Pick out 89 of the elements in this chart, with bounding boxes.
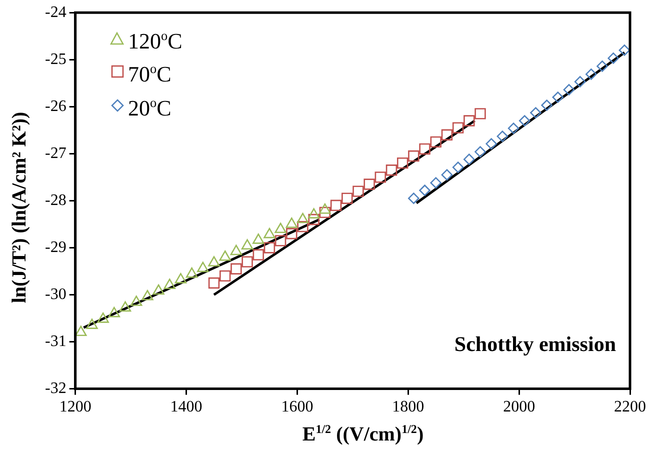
point <box>252 249 264 260</box>
point <box>164 278 176 289</box>
point <box>230 263 242 274</box>
legend-label: 70$^{o}$C <box>128 60 172 89</box>
point <box>242 256 253 268</box>
point <box>486 138 497 150</box>
legend-label: 20$^{o}$C <box>128 94 172 122</box>
point <box>152 284 164 295</box>
point <box>518 115 530 126</box>
point <box>219 270 231 282</box>
x-axis-title: E$^{1/2}$ ((V/cm)$^{1/2}$) <box>301 422 425 447</box>
point <box>563 84 575 96</box>
point <box>586 68 597 80</box>
point <box>419 143 430 155</box>
point <box>186 267 198 278</box>
point <box>130 296 142 306</box>
x-tick-label: 1600 <box>281 398 314 416</box>
point <box>464 115 475 126</box>
point <box>530 107 542 118</box>
point <box>508 122 520 134</box>
point <box>452 122 464 134</box>
x-tick-label: 1200 <box>59 398 92 416</box>
point <box>419 184 430 196</box>
point <box>308 208 320 218</box>
point <box>252 234 264 244</box>
point <box>108 306 120 318</box>
point <box>319 206 331 218</box>
y-axis-title: ln(J/T²) (ln(A/cm² K²)) <box>8 110 32 306</box>
point <box>552 92 564 103</box>
point <box>386 164 398 176</box>
point <box>352 186 364 197</box>
y-tick-label: -29 <box>45 238 66 256</box>
point <box>264 242 276 254</box>
point <box>618 44 630 56</box>
x-tick-label: 2000 <box>503 398 536 416</box>
point <box>219 250 231 261</box>
point <box>364 178 375 190</box>
x-tick-label: 1400 <box>170 398 202 416</box>
point <box>208 277 220 289</box>
point <box>274 235 286 246</box>
point <box>75 326 87 336</box>
point <box>274 222 286 234</box>
point <box>441 169 453 180</box>
point <box>574 76 586 88</box>
point <box>608 52 620 64</box>
point <box>297 220 308 232</box>
point <box>330 200 342 211</box>
y-tick-label: -24 <box>45 4 66 21</box>
x-tick-label: 2200 <box>614 398 646 416</box>
x-tick-label: 1800 <box>392 398 424 416</box>
point <box>230 244 242 256</box>
point <box>430 136 442 148</box>
point <box>296 212 309 224</box>
point <box>142 290 154 300</box>
y-tick-label: -27 <box>45 144 66 162</box>
y-tick-label: -26 <box>45 98 66 115</box>
y-tick-label: -28 <box>45 192 66 209</box>
y-tick-label: -32 <box>45 380 66 398</box>
point <box>408 150 420 162</box>
point <box>86 318 98 329</box>
point <box>452 162 464 173</box>
legend-label: 120$^{o}$C <box>128 27 182 56</box>
point <box>496 130 508 142</box>
annotation: Schottky emission <box>454 332 616 356</box>
point <box>596 60 608 72</box>
point <box>97 312 109 323</box>
point <box>119 301 132 312</box>
point <box>374 172 386 183</box>
point <box>541 100 552 111</box>
point <box>208 256 220 266</box>
point <box>396 157 408 169</box>
point <box>174 273 187 284</box>
point <box>319 203 331 214</box>
point <box>430 177 442 188</box>
point <box>342 192 353 204</box>
y-tick-label: -30 <box>45 286 66 303</box>
point <box>286 218 298 228</box>
point <box>441 129 453 140</box>
point <box>264 228 276 238</box>
point <box>308 214 320 226</box>
point <box>286 228 298 240</box>
y-tick-label: -25 <box>45 50 66 68</box>
point <box>474 146 486 158</box>
y-tick-label: -31 <box>45 332 66 350</box>
point <box>408 192 420 204</box>
point <box>474 108 486 120</box>
point <box>463 154 475 165</box>
point <box>241 239 254 250</box>
point <box>197 262 209 272</box>
